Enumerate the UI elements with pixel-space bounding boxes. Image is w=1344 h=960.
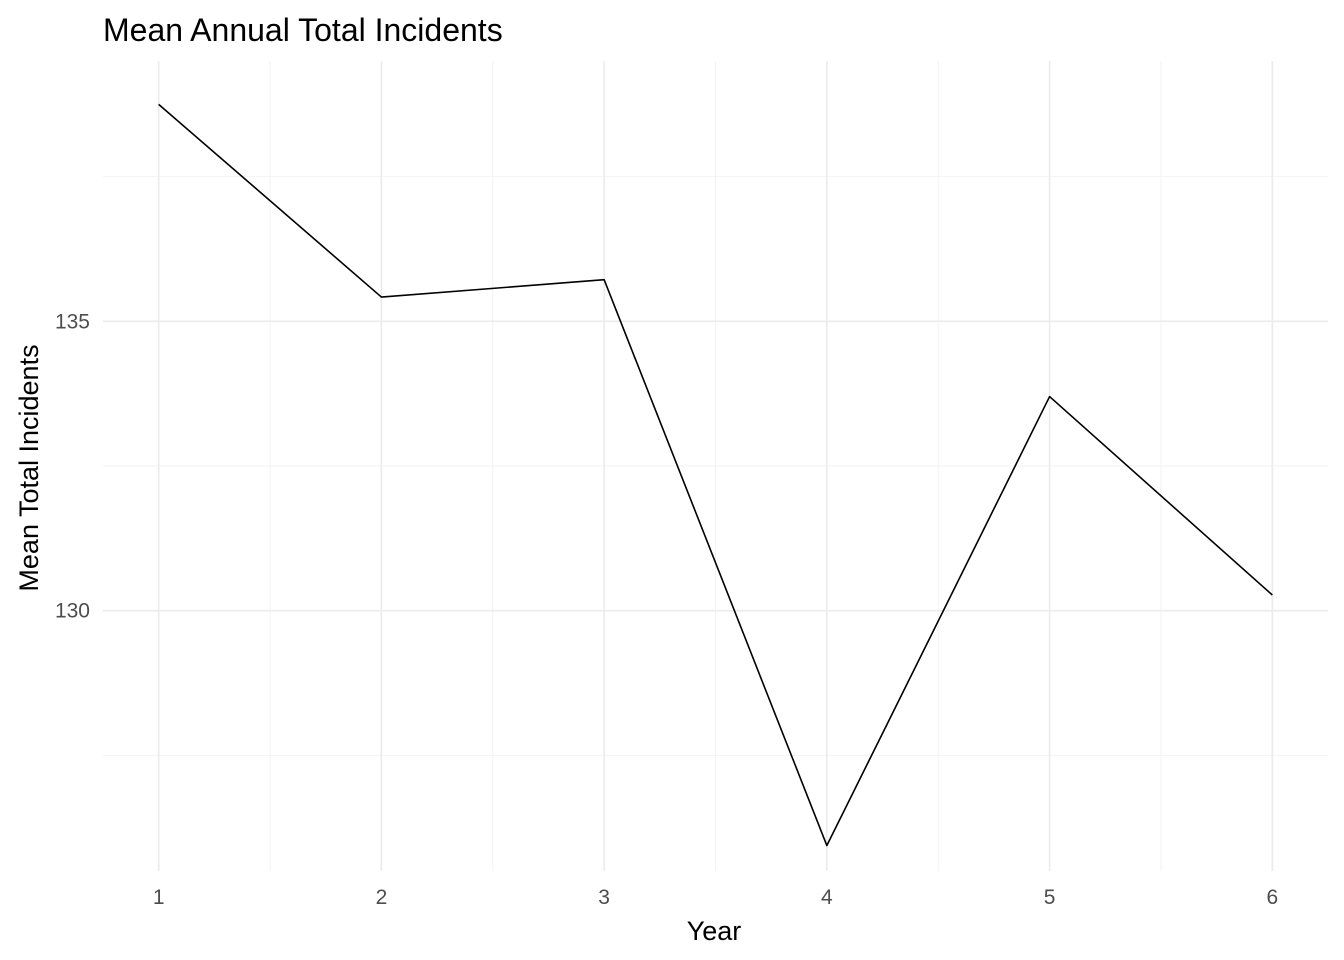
x-tick-label: 1 (153, 886, 165, 909)
x-axis-title: Year (687, 916, 742, 946)
y-tick-label: 135 (55, 310, 90, 333)
y-tick-label: 130 (55, 600, 90, 623)
grid-layer (103, 61, 1328, 871)
series-layer (158, 103, 1273, 847)
x-tick-label: 6 (1266, 886, 1278, 909)
chart-title: Mean Annual Total Incidents (103, 12, 503, 48)
x-tick-label: 3 (598, 886, 610, 909)
tick-label-layer: 1 2 3 4 5 6 130 135 (55, 310, 1278, 909)
x-tick-label: 2 (376, 886, 388, 909)
series-line-0 (158, 103, 1273, 847)
y-axis-title: Mean Total Incidents (14, 344, 44, 591)
x-tick-label: 4 (821, 886, 833, 909)
x-tick-label: 5 (1044, 886, 1056, 909)
